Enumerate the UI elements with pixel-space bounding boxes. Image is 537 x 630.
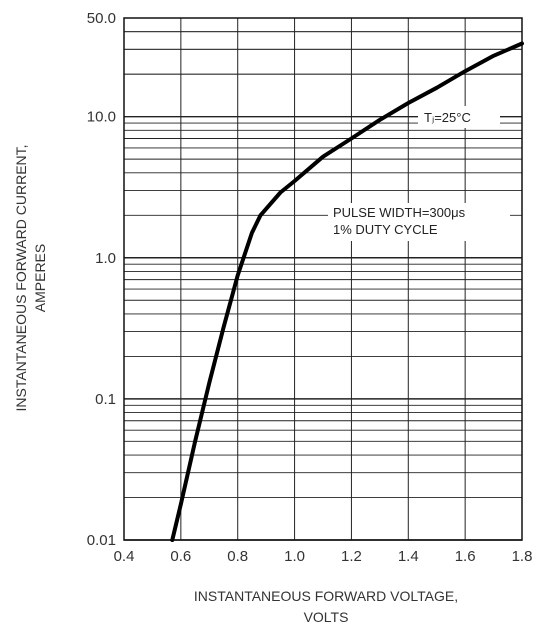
plot-frame: [123, 17, 523, 541]
x-axis-label-line1: INSTANTANEOUS FORWARD VOLTAGE,: [194, 588, 458, 604]
series-line: [170, 41, 524, 542]
pulse-annotation-line1: PULSE WIDTH=300μs: [333, 205, 466, 220]
x-tick-label: 1.0: [284, 548, 305, 565]
grid: [123, 17, 523, 541]
y-tick-label: 0.1: [95, 391, 116, 408]
x-tick-label: 0.6: [170, 548, 191, 565]
y-tick-label: 0.01: [87, 532, 116, 549]
pulse-annotation-line2: 1% DUTY CYCLE: [333, 222, 438, 237]
y-tick-labels: 0.01 0.1 1.0 10.0 50.0: [87, 10, 116, 549]
x-tick-label: 0.4: [114, 548, 135, 565]
x-tick-label: 1.8: [512, 548, 533, 565]
temp-annotation-text: Tⱼ=25°C: [424, 110, 471, 125]
y-tick-label: 1.0: [95, 250, 116, 267]
y-tick-label: 50.0: [87, 10, 116, 27]
y-axis-label-line2: AMPERES: [32, 244, 48, 312]
pulse-annotation: PULSE WIDTH=300μs 1% DUTY CYCLE: [328, 203, 510, 241]
x-tick-label: 1.4: [398, 548, 419, 565]
x-axis-label-line2: VOLTS: [304, 609, 349, 625]
y-axis-label-line1: INSTANTANEOUS FORWARD CURRENT,: [13, 144, 29, 411]
x-tick-label: 0.8: [227, 548, 248, 565]
x-tick-label: 1.2: [341, 548, 362, 565]
y-tick-label: 10.0: [87, 109, 116, 126]
temp-annotation: Tⱼ=25°C: [418, 106, 500, 128]
x-tick-labels: 0.4 0.6 0.8 1.0 1.2 1.4 1.6 1.8: [114, 548, 533, 565]
x-tick-label: 1.6: [455, 548, 476, 565]
